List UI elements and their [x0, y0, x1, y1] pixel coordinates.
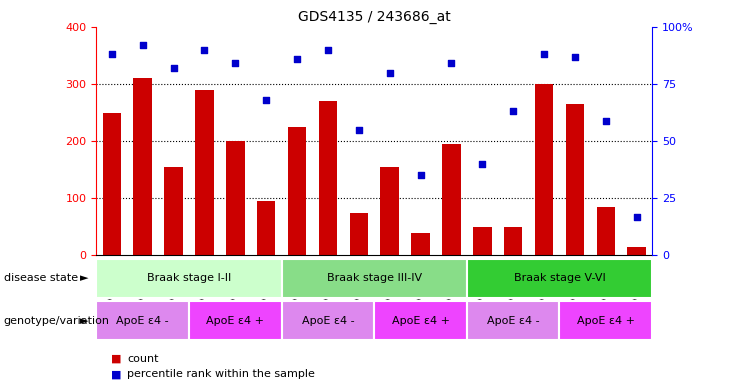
Bar [565, 104, 584, 255]
Bar [226, 141, 245, 255]
Bar [96, 301, 189, 340]
Text: ■: ■ [111, 369, 122, 379]
Text: disease state: disease state [4, 273, 78, 283]
Point [353, 127, 365, 133]
Point [291, 56, 303, 62]
Point [415, 172, 427, 179]
Point [229, 60, 241, 66]
Bar [374, 301, 467, 340]
Point [136, 42, 148, 48]
Point [199, 46, 210, 53]
Point [538, 51, 550, 57]
Text: ApoE ε4 +: ApoE ε4 + [391, 316, 450, 326]
Point [569, 53, 581, 60]
Bar [350, 212, 368, 255]
Text: percentile rank within the sample: percentile rank within the sample [127, 369, 316, 379]
Point [631, 214, 642, 220]
Bar [628, 247, 646, 255]
Bar [319, 101, 337, 255]
Bar [282, 301, 374, 340]
Point [322, 46, 333, 53]
Text: ApoE ε4 +: ApoE ε4 + [576, 316, 635, 326]
Bar [442, 144, 461, 255]
Bar [380, 167, 399, 255]
Text: ApoE ε4 +: ApoE ε4 + [206, 316, 265, 326]
Bar [467, 259, 652, 298]
Text: ►: ► [81, 316, 89, 326]
Bar [195, 90, 213, 255]
Bar [467, 301, 559, 340]
Text: count: count [127, 354, 159, 364]
Bar [597, 207, 615, 255]
Bar [535, 84, 554, 255]
Bar [257, 201, 276, 255]
Text: Braak stage III-IV: Braak stage III-IV [327, 273, 422, 283]
Text: ApoE ε4 -: ApoE ε4 - [487, 316, 539, 326]
Point [260, 97, 272, 103]
Bar [165, 167, 183, 255]
Point [106, 51, 118, 57]
Bar [282, 259, 467, 298]
Point [507, 108, 519, 114]
Bar [504, 227, 522, 255]
Point [476, 161, 488, 167]
Bar [411, 232, 430, 255]
Point [600, 118, 612, 124]
Bar [473, 227, 491, 255]
Bar [133, 78, 152, 255]
Text: ►: ► [81, 273, 89, 283]
Bar [288, 127, 306, 255]
Text: genotype/variation: genotype/variation [4, 316, 110, 326]
Title: GDS4135 / 243686_at: GDS4135 / 243686_at [298, 10, 451, 25]
Point [445, 60, 457, 66]
Bar [189, 301, 282, 340]
Bar [559, 301, 652, 340]
Text: ApoE ε4 -: ApoE ε4 - [116, 316, 169, 326]
Bar [96, 259, 282, 298]
Bar [102, 113, 121, 255]
Text: ■: ■ [111, 354, 122, 364]
Text: ApoE ε4 -: ApoE ε4 - [302, 316, 354, 326]
Text: Braak stage V-VI: Braak stage V-VI [514, 273, 605, 283]
Text: Braak stage I-II: Braak stage I-II [147, 273, 231, 283]
Point [384, 70, 396, 76]
Point [167, 65, 179, 71]
